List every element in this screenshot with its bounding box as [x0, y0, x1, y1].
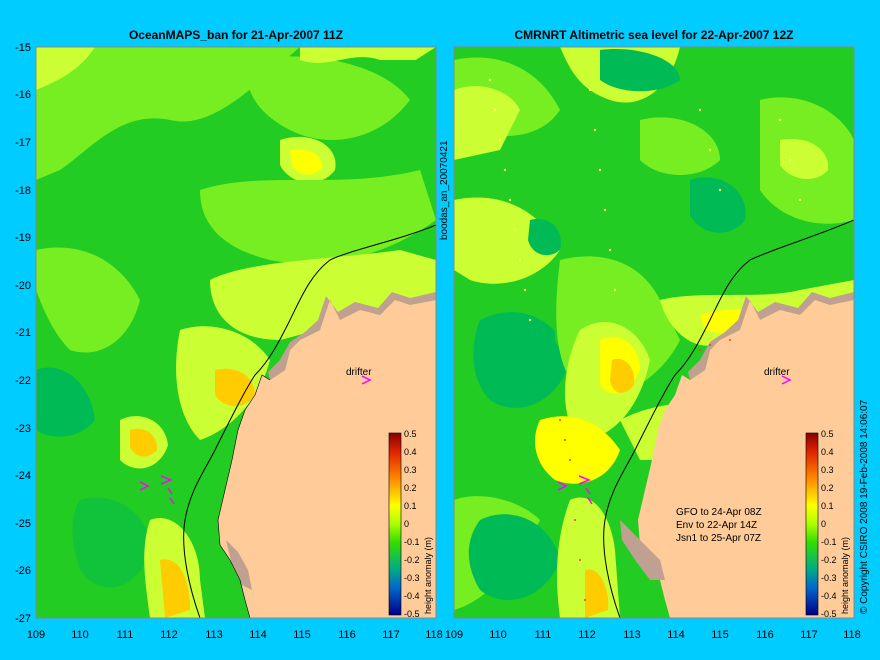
right-panel-title: CMRNRT Altimetric sea level for 22-Apr-2… — [515, 28, 794, 42]
lon-tick: 109 — [27, 629, 45, 641]
colorbar-tick: -0.3 — [404, 573, 420, 583]
colorbar-label: height anomaly (m) — [423, 537, 433, 614]
lon-tick: 115 — [293, 629, 311, 641]
lat-tick: -26 — [15, 565, 31, 577]
colorbar-left: 0.5 0.4 0.3 0.2 0.1 0 -0.1 -0.2 -0.3 -0.… — [388, 429, 433, 619]
note-env: Env to 22-Apr 14Z — [676, 520, 757, 531]
colorbar-right: 0.5 0.4 0.3 0.2 0.1 0 -0.1 -0.2 -0.3 -0.… — [805, 429, 850, 619]
colorbar-tick: 0.3 — [821, 465, 834, 475]
right-map — [454, 47, 854, 618]
lon-tick: 117 — [800, 629, 818, 641]
lat-tick: -15 — [15, 42, 31, 54]
lon-tick: 109 — [445, 629, 463, 641]
left-drifter-label: drifter — [346, 367, 372, 378]
lon-tick: 112 — [160, 629, 178, 641]
lon-tick: 116 — [338, 629, 356, 641]
lon-tick: 115 — [711, 629, 729, 641]
vertical-caption: boodas_an_20070421 — [439, 140, 450, 240]
lat-tick: -17 — [15, 137, 31, 149]
copyright-footer: © Copyright CSIRO 2008 19-Feb-2008 14:06… — [859, 399, 870, 614]
land-right — [638, 300, 854, 618]
lat-tick: -22 — [15, 375, 31, 387]
lon-tick: 110 — [71, 629, 89, 641]
lon-tick: 110 — [489, 629, 507, 641]
note-jsn1: Jsn1 to 25-Apr 07Z — [676, 533, 761, 544]
colorbar-tick: 0.5 — [821, 429, 834, 439]
land-left — [218, 300, 436, 618]
lon-tick: 118 — [843, 629, 861, 641]
lat-tick: -24 — [15, 470, 31, 482]
lat-tick: -27 — [15, 613, 31, 625]
colorbar-tick: -0.2 — [821, 555, 837, 565]
lat-tick: -16 — [15, 89, 31, 101]
note-gfo: GFO to 24-Apr 08Z — [676, 507, 762, 518]
colorbar-tick: 0 — [821, 519, 826, 529]
lon-axis-right: 109 110 111 112 113 114 115 116 117 118 — [445, 629, 861, 641]
colorbar-tick: 0.3 — [404, 465, 417, 475]
right-drifter-label: drifter — [764, 367, 790, 378]
colorbar-tick: 0.4 — [821, 447, 834, 457]
lat-tick: -25 — [15, 518, 31, 530]
lon-tick: 117 — [382, 629, 400, 641]
colorbar-tick: 0.5 — [404, 429, 417, 439]
lon-tick: 114 — [249, 629, 267, 641]
left-panel-title: OceanMAPS_ban for 21-Apr-2007 11Z — [129, 28, 343, 42]
lon-tick: 118 — [425, 629, 443, 641]
lon-tick: 112 — [578, 629, 596, 641]
lat-tick: -21 — [15, 327, 31, 339]
lon-tick: 114 — [667, 629, 685, 641]
colorbar-tick: -0.4 — [404, 591, 420, 601]
colorbar-tick: -0.1 — [821, 537, 837, 547]
colorbar-tick: -0.4 — [821, 591, 837, 601]
colorbar-tick: -0.1 — [404, 537, 420, 547]
colorbar-tick: 0.4 — [404, 447, 417, 457]
lon-tick: 111 — [535, 629, 552, 641]
lon-tick: 113 — [205, 629, 223, 641]
colorbar-tick: -0.3 — [821, 573, 837, 583]
lon-tick: 113 — [623, 629, 641, 641]
colorbar-tick: 0.1 — [821, 501, 834, 511]
lat-tick: -23 — [15, 423, 31, 435]
right-drifter-markers — [557, 375, 792, 505]
colorbar-tick: 0.1 — [404, 501, 417, 511]
colorbar-tick: 0.2 — [404, 483, 417, 493]
lon-tick: 111 — [117, 629, 134, 641]
colorbar-tick: -0.5 — [821, 609, 837, 619]
colorbar-tick: 0 — [404, 519, 409, 529]
left-drifter-markers — [139, 375, 372, 505]
colorbar-tick: -0.5 — [404, 609, 420, 619]
lat-tick: -20 — [15, 280, 31, 292]
colorbar-tick: 0.2 — [821, 483, 834, 493]
colorbar-label: height anomaly (m) — [840, 537, 850, 614]
lat-tick: -19 — [15, 232, 31, 244]
lat-tick: -18 — [15, 185, 31, 197]
lon-tick: 116 — [756, 629, 774, 641]
lat-axis: -15 -16 -17 -18 -19 -20 -21 -22 -23 -24 … — [15, 42, 31, 625]
lon-axis-left: 109 110 111 112 113 114 115 116 117 118 — [27, 629, 443, 641]
left-map — [36, 47, 436, 618]
colorbar-tick: -0.2 — [404, 555, 420, 565]
